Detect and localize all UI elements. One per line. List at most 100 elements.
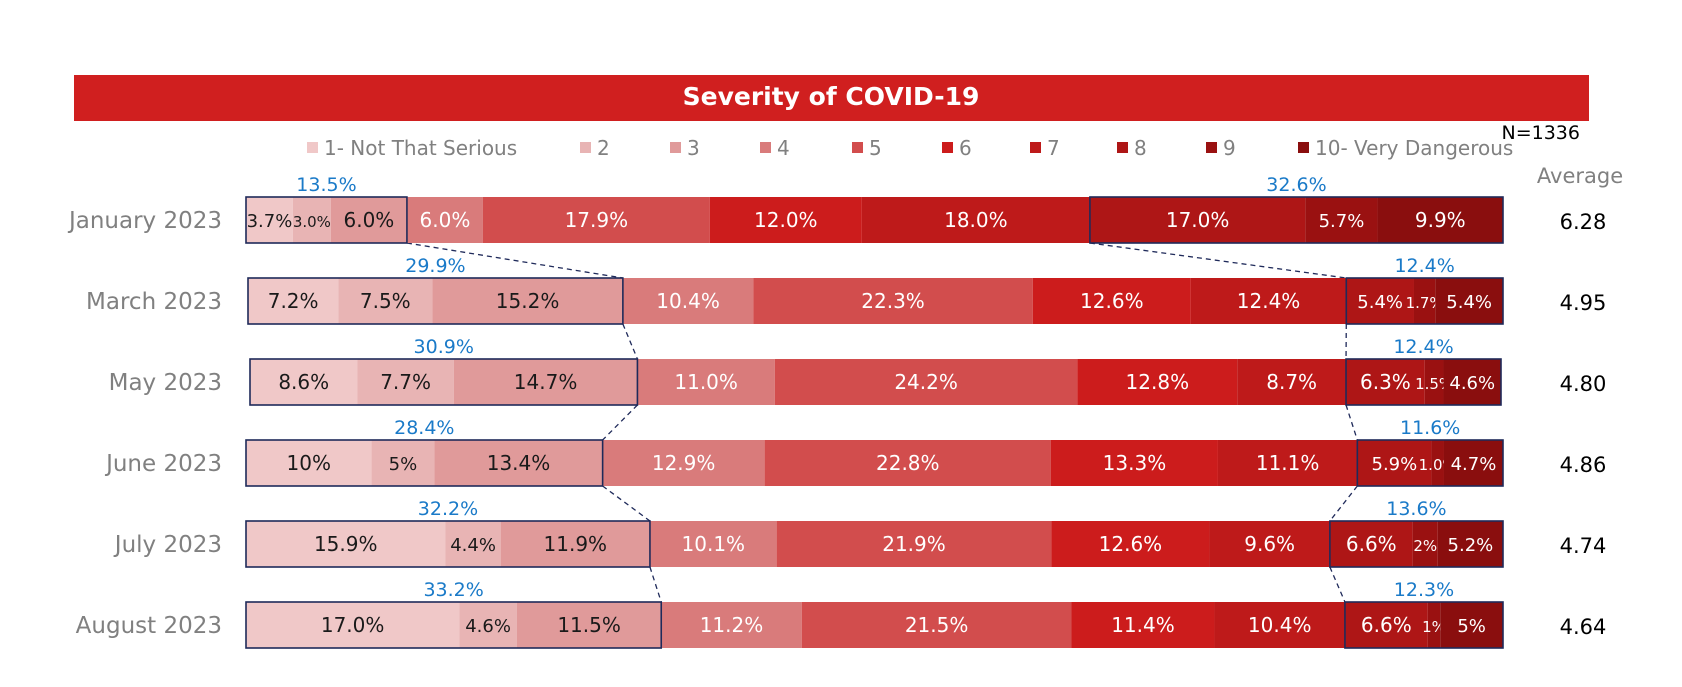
- bar-segment: [482, 197, 710, 243]
- segment-label: 14.7%: [514, 370, 578, 394]
- legend-swatch: [670, 142, 681, 153]
- legend-label: 6: [959, 136, 972, 160]
- segment-label: 10.4%: [1248, 613, 1312, 637]
- segment-label: 5.2%: [1448, 535, 1494, 556]
- bar-segment: [246, 440, 372, 486]
- legend-label: 8: [1134, 136, 1147, 160]
- bar-row: January 2023 3.7% 3.0% 6.0% 6.0% 17.9% 12.0% 18…: [67, 174, 1607, 244]
- segment-label: 4.6%: [1449, 373, 1495, 394]
- legend-entry: 8: [1117, 136, 1147, 160]
- segment-label: 11.0%: [674, 370, 738, 394]
- low-group-connector: [406, 242, 623, 279]
- bar-row: July 2023 15.9% 4.4% 11.9% 10.1% 21.9% 12.6% 9.…: [113, 498, 1607, 568]
- bar-segment: [1209, 521, 1330, 567]
- segment-label: 22.8%: [876, 451, 940, 475]
- bar-segment: [1413, 278, 1436, 324]
- bar-segment: [1077, 359, 1238, 405]
- bar-segment: [292, 197, 331, 243]
- high-group-box: [1345, 277, 1504, 325]
- high-group-connector: [1089, 242, 1347, 279]
- bar-segment: [1305, 197, 1378, 243]
- bar-segment: [1089, 197, 1306, 243]
- high-group-box: [1356, 439, 1504, 487]
- segment-label: 6.3%: [1360, 370, 1411, 394]
- low-group-connector: [602, 404, 638, 441]
- segment-label: 13.3%: [1103, 451, 1167, 475]
- bar-segment: [434, 440, 603, 486]
- legend-entry: 5: [852, 136, 882, 160]
- bar-segment: [801, 602, 1072, 648]
- low-group-connector: [622, 323, 639, 360]
- low-group-box: [245, 196, 408, 244]
- bar-segment: [1032, 278, 1191, 324]
- high-group-total: 12.4%: [1394, 255, 1454, 277]
- low-group-box: [245, 520, 651, 568]
- average-value: 4.64: [1560, 615, 1607, 639]
- segment-label: 3.0%: [293, 213, 331, 231]
- legend-swatch: [307, 142, 318, 153]
- bar-segment: [357, 359, 454, 405]
- bar-segment: [248, 278, 339, 324]
- segment-label: 5.4%: [1446, 292, 1492, 313]
- low-group-total: 33.2%: [423, 579, 483, 601]
- segment-label: 12.9%: [652, 451, 716, 475]
- legend-label: 1- Not That Serious: [324, 136, 517, 160]
- legend-swatch: [942, 142, 953, 153]
- low-group-total: 28.4%: [394, 417, 454, 439]
- segment-label: 11.2%: [700, 613, 764, 637]
- bar-segment: [1346, 278, 1414, 324]
- average-value: 6.28: [1560, 210, 1607, 234]
- bar-segment: [250, 359, 358, 405]
- segment-label: 11.9%: [544, 532, 608, 556]
- low-group-box: [245, 439, 604, 487]
- segment-label: 5.9%: [1372, 454, 1418, 475]
- segment-label: 6.0%: [344, 208, 395, 232]
- bar-segment: [459, 602, 517, 648]
- segment-label: 1%: [1422, 618, 1446, 636]
- average-value: 4.86: [1560, 453, 1607, 477]
- row-label: May 2023: [109, 370, 222, 396]
- legend-entry: 6: [942, 136, 972, 160]
- bar-segment: [774, 359, 1078, 405]
- bar-segment: [1435, 278, 1503, 324]
- bar-segment: [1051, 521, 1210, 567]
- high-group-connector: [1329, 566, 1346, 603]
- low-group-total: 29.9%: [405, 255, 465, 277]
- bar-segment: [516, 602, 662, 648]
- high-group-box: [1329, 520, 1504, 568]
- high-group-connector: [1329, 485, 1358, 522]
- segment-label: 6.0%: [420, 208, 471, 232]
- legend-entry: 1- Not That Serious: [307, 136, 517, 160]
- average-value: 4.74: [1560, 534, 1607, 558]
- bar-segment: [649, 521, 777, 567]
- segment-label: 5.4%: [1357, 292, 1403, 313]
- segment-label: 4.4%: [450, 535, 496, 556]
- segment-label: 9.6%: [1244, 532, 1295, 556]
- high-group-total: 32.6%: [1266, 174, 1326, 196]
- bar-segment: [1344, 602, 1428, 648]
- bar-segment: [776, 521, 1052, 567]
- low-group-total: 30.9%: [414, 336, 474, 358]
- segment-label: 4.7%: [1451, 454, 1497, 475]
- bar-segment: [1440, 602, 1503, 648]
- row-label: July 2023: [113, 532, 222, 558]
- bar-segment: [1214, 602, 1345, 648]
- legend: 1- Not That Serious 2 3 4 5 6 7 8 9 10- Very Dang…: [307, 136, 1513, 160]
- bar-segment: [1412, 521, 1438, 567]
- low-group-connector: [649, 566, 662, 603]
- bar-segment: [1357, 440, 1432, 486]
- segment-label: 18.0%: [944, 208, 1008, 232]
- low-group-box: [245, 601, 663, 649]
- segment-label: 6.6%: [1346, 532, 1397, 556]
- segment-label: 24.2%: [894, 370, 958, 394]
- legend-swatch: [760, 142, 771, 153]
- segment-label: 8.7%: [1266, 370, 1317, 394]
- segment-label: 11.4%: [1111, 613, 1175, 637]
- low-group-total: 32.2%: [418, 498, 478, 520]
- high-group-total: 11.6%: [1400, 417, 1460, 439]
- segment-label: 10.4%: [656, 289, 720, 313]
- high-group-box: [1344, 601, 1504, 649]
- legend-entry: 9: [1206, 136, 1236, 160]
- segment-label: 12.4%: [1237, 289, 1301, 313]
- bar-segment: [338, 278, 433, 324]
